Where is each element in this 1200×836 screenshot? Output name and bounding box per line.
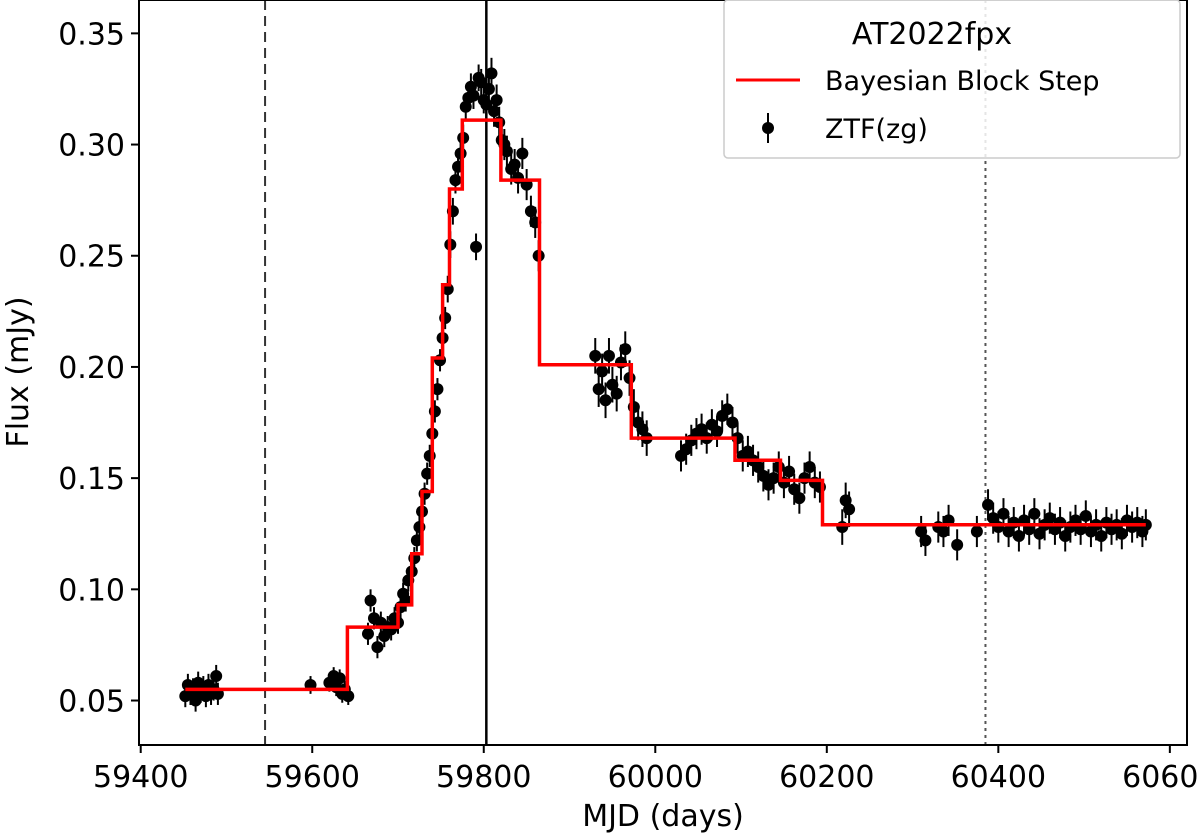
data-point	[987, 512, 1000, 525]
data-point	[421, 467, 434, 480]
data-point	[449, 174, 462, 187]
data-point	[210, 670, 223, 683]
legend-step-label: Bayesian Block Step	[825, 66, 1100, 97]
data-point	[364, 594, 377, 607]
y-tick-label: 0.30	[58, 129, 125, 164]
vertical-markers	[264, 0, 987, 745]
data-point	[919, 534, 932, 547]
bayesian-block-step-series	[185, 118, 1146, 692]
data-point	[371, 641, 384, 654]
data-point	[836, 521, 849, 534]
y-tick-label: 0.25	[58, 240, 125, 275]
data-point	[741, 445, 754, 458]
legend-title: AT2022fpx	[852, 17, 1012, 52]
legend: AT2022fpx Bayesian Block Step ZTF(zg)	[723, 0, 1181, 159]
data-point	[596, 365, 609, 378]
y-tick-label: 0.35	[58, 17, 125, 52]
data-point	[1139, 518, 1152, 531]
data-point	[843, 503, 856, 516]
data-point	[1043, 512, 1056, 525]
legend-point-label: ZTF(zg)	[825, 114, 928, 145]
data-point	[599, 394, 612, 407]
data-point	[606, 378, 619, 391]
data-point	[788, 483, 801, 496]
y-tick-label: 0.20	[58, 351, 125, 386]
data-point	[726, 416, 739, 429]
data-point	[516, 147, 529, 160]
data-point	[1079, 509, 1092, 522]
data-point	[1033, 527, 1046, 540]
data-point	[767, 472, 780, 485]
data-point	[757, 469, 770, 482]
data-point	[970, 525, 983, 538]
data-point	[619, 343, 632, 356]
data-point	[500, 145, 513, 158]
data-point	[1115, 527, 1128, 540]
data-point	[752, 461, 765, 474]
data-point	[342, 690, 355, 703]
data-point	[524, 205, 537, 218]
data-point	[721, 403, 734, 416]
data-point	[711, 425, 724, 438]
data-point	[589, 349, 602, 362]
y-tick-label: 0.15	[58, 462, 125, 497]
data-point	[470, 240, 483, 253]
y-axis-ticks: 0.05 0.10 0.15 0.20 0.25 0.30 0.35	[58, 17, 139, 720]
x-tick-label: 59400	[93, 760, 188, 795]
data-point	[680, 443, 693, 456]
legend-box	[723, 0, 1181, 159]
data-point	[467, 89, 480, 102]
data-point	[610, 387, 623, 400]
data-point	[915, 525, 928, 538]
x-tick-label: 60400	[951, 760, 1046, 795]
data-point	[490, 94, 503, 107]
plot-frame	[138, 0, 1188, 746]
y-tick-label: 0.10	[58, 573, 125, 608]
x-axis-title: MJD (days)	[582, 799, 744, 834]
data-point	[937, 525, 950, 538]
data-point	[982, 498, 995, 511]
data-point	[333, 672, 346, 685]
data-point	[1012, 529, 1025, 542]
data-point	[783, 465, 796, 478]
data-point	[793, 492, 806, 505]
data-point	[1002, 525, 1015, 538]
x-tick-label: 59600	[265, 760, 360, 795]
data-point	[695, 423, 708, 436]
data-point	[1059, 529, 1072, 542]
data-point	[997, 507, 1010, 520]
x-tick-label: 60200	[779, 760, 874, 795]
data-point	[482, 82, 495, 95]
data-point	[1095, 529, 1108, 542]
data-point	[189, 694, 202, 707]
data-point	[361, 627, 374, 640]
y-tick-label: 0.05	[58, 685, 125, 720]
data-point	[803, 461, 816, 474]
data-point	[602, 349, 615, 362]
y-axis-title: Flux (mJy)	[1, 296, 36, 447]
data-point	[951, 538, 964, 551]
data-point	[485, 67, 498, 80]
x-tick-label: 60000	[608, 760, 703, 795]
step-line	[185, 118, 1146, 692]
data-point	[636, 423, 649, 436]
legend-point-marker	[762, 122, 774, 134]
data-point	[1028, 507, 1041, 520]
x-tick-label: 59800	[436, 760, 531, 795]
data-point	[431, 383, 444, 396]
